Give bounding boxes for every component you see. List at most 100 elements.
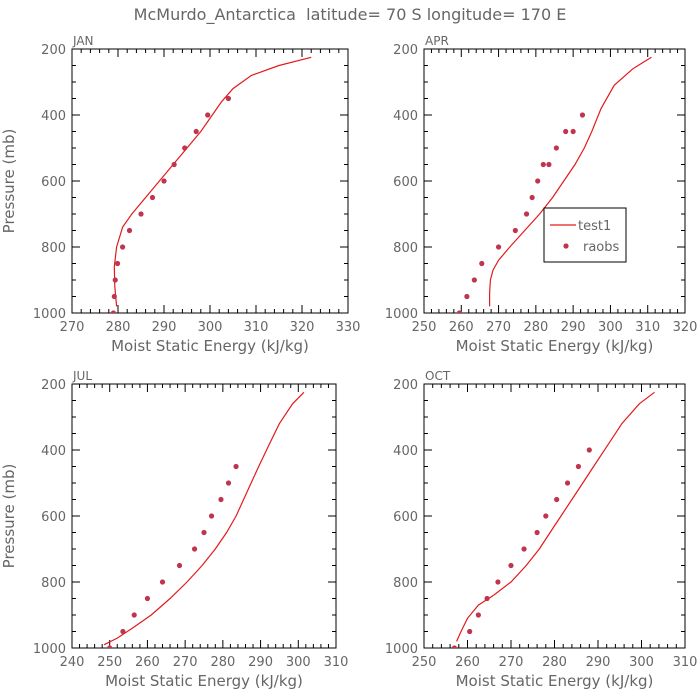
plot-frame bbox=[423, 383, 686, 649]
data-area bbox=[103, 391, 305, 648]
data-point-raobs bbox=[579, 112, 586, 118]
data-point-raobs bbox=[471, 277, 477, 283]
panel-jul: JUL 240 250 260 270 280 290 300 310 200 400 600 800 1… bbox=[0, 369, 348, 690]
data-point-raobs bbox=[120, 244, 126, 250]
plot-frame bbox=[71, 383, 337, 649]
y-axis-label: Pressure (mb) bbox=[0, 129, 18, 234]
data-point-raobs bbox=[205, 112, 211, 118]
data-point-raobs bbox=[107, 645, 113, 648]
data-point-raobs bbox=[201, 529, 207, 536]
data-point-raobs bbox=[138, 211, 144, 217]
y-tick-label: 400 bbox=[41, 444, 66, 459]
x-tick-label: 280 bbox=[523, 320, 548, 335]
y-tick-label: 400 bbox=[393, 444, 418, 459]
legend: test1 raobs bbox=[543, 207, 627, 263]
panel-title: JUL bbox=[72, 369, 92, 383]
x-tick-label: 240 bbox=[60, 655, 85, 670]
y-tick-label: 200 bbox=[41, 378, 66, 393]
y-tick-label: 600 bbox=[41, 510, 66, 525]
x-tick-label: 280 bbox=[106, 320, 131, 335]
y-tick-label: 200 bbox=[393, 43, 418, 58]
y-tick-label: 800 bbox=[393, 576, 418, 591]
series-line-test1 bbox=[103, 391, 305, 646]
data-point-raobs bbox=[112, 277, 118, 283]
data-point-raobs bbox=[575, 463, 582, 470]
data-point-raobs bbox=[110, 310, 116, 313]
y-tick-label: 400 bbox=[393, 109, 418, 124]
series-line-test1 bbox=[456, 391, 655, 642]
x-tick-label: 270 bbox=[499, 655, 524, 670]
plot-frame bbox=[423, 48, 686, 314]
data-point-raobs bbox=[218, 496, 224, 503]
data-point-raobs bbox=[467, 628, 473, 635]
x-tick-label: 300 bbox=[198, 320, 223, 335]
x-tick-label: 300 bbox=[598, 320, 623, 335]
legend-marker-swatch bbox=[563, 243, 569, 249]
data-area bbox=[451, 391, 655, 648]
data-point-raobs bbox=[451, 645, 458, 648]
x-tick-label: 320 bbox=[290, 320, 315, 335]
x-tick-label: 310 bbox=[635, 320, 660, 335]
x-tick-label: 250 bbox=[412, 320, 437, 335]
x-tick-label: 270 bbox=[173, 655, 198, 670]
data-point-raobs bbox=[171, 161, 177, 168]
x-tick-label: 280 bbox=[542, 655, 567, 670]
y-tick-label: 800 bbox=[41, 576, 66, 591]
data-point-raobs bbox=[208, 513, 215, 519]
y-tick-label: 400 bbox=[41, 109, 66, 124]
x-tick-label: 290 bbox=[248, 655, 273, 670]
y-tick-label: 600 bbox=[41, 175, 66, 190]
data-point-raobs bbox=[512, 227, 518, 234]
data-point-raobs bbox=[546, 161, 552, 168]
data-point-raobs bbox=[225, 480, 232, 486]
y-tick-label: 800 bbox=[393, 241, 418, 256]
data-point-raobs bbox=[495, 244, 502, 250]
data-point-raobs bbox=[534, 529, 540, 536]
x-axis-label: Moist Static Energy (kJ/kg) bbox=[456, 337, 654, 355]
panel-apr: APR 250 260 270 280 290 300 310 320 200 400 600 800 1… bbox=[385, 34, 698, 355]
legend-label-raobs: raobs bbox=[583, 240, 620, 255]
data-point-raobs bbox=[564, 480, 571, 486]
data-point-raobs bbox=[131, 612, 137, 618]
x-tick-label: 260 bbox=[449, 320, 474, 335]
y-tick-label: 200 bbox=[393, 378, 418, 393]
data-point-raobs bbox=[586, 447, 592, 453]
panel-oct: OCT 250 260 270 280 290 300 310 200 400 600 800 1000… bbox=[385, 369, 698, 690]
y-tick-label: 1000 bbox=[33, 307, 66, 322]
x-tick-label: 330 bbox=[336, 320, 361, 335]
x-tick-label: 310 bbox=[244, 320, 269, 335]
data-point-raobs bbox=[535, 178, 541, 184]
series-line-test1 bbox=[489, 56, 652, 307]
data-point-raobs bbox=[193, 128, 199, 135]
data-point-raobs bbox=[161, 178, 167, 184]
series-line-test1 bbox=[113, 56, 312, 307]
data-point-raobs bbox=[484, 595, 490, 602]
x-tick-label: 290 bbox=[586, 655, 611, 670]
y-tick-label: 1000 bbox=[385, 307, 418, 322]
data-point-raobs bbox=[126, 227, 133, 234]
data-point-raobs bbox=[563, 128, 569, 135]
x-tick-label: 300 bbox=[629, 655, 654, 670]
x-axis-label: Moist Static Energy (kJ/kg) bbox=[105, 672, 303, 690]
data-point-raobs bbox=[543, 513, 549, 519]
data-point-raobs bbox=[521, 546, 527, 552]
x-tick-label: 250 bbox=[412, 655, 437, 670]
panels-group: JAN 270 280 290 300 310 320 330 200 400 600 800 1000… bbox=[0, 34, 697, 690]
x-tick-label: 250 bbox=[97, 655, 122, 670]
x-tick-label: 290 bbox=[152, 320, 177, 335]
y-axis-label: Pressure (mb) bbox=[0, 464, 18, 569]
legend-label-test1: test1 bbox=[578, 219, 611, 234]
y-tick-label: 600 bbox=[393, 510, 418, 525]
data-area bbox=[456, 56, 652, 313]
y-tick-label: 1000 bbox=[385, 642, 418, 657]
data-point-raobs bbox=[159, 579, 166, 585]
x-tick-label: 310 bbox=[324, 655, 349, 670]
data-point-raobs bbox=[475, 612, 481, 618]
data-point-raobs bbox=[191, 546, 198, 552]
data-point-raobs bbox=[523, 211, 530, 217]
y-tick-label: 600 bbox=[393, 175, 418, 190]
data-point-raobs bbox=[553, 145, 559, 151]
x-tick-label: 260 bbox=[455, 655, 480, 670]
data-point-raobs bbox=[176, 562, 183, 569]
legend-box bbox=[543, 207, 627, 263]
